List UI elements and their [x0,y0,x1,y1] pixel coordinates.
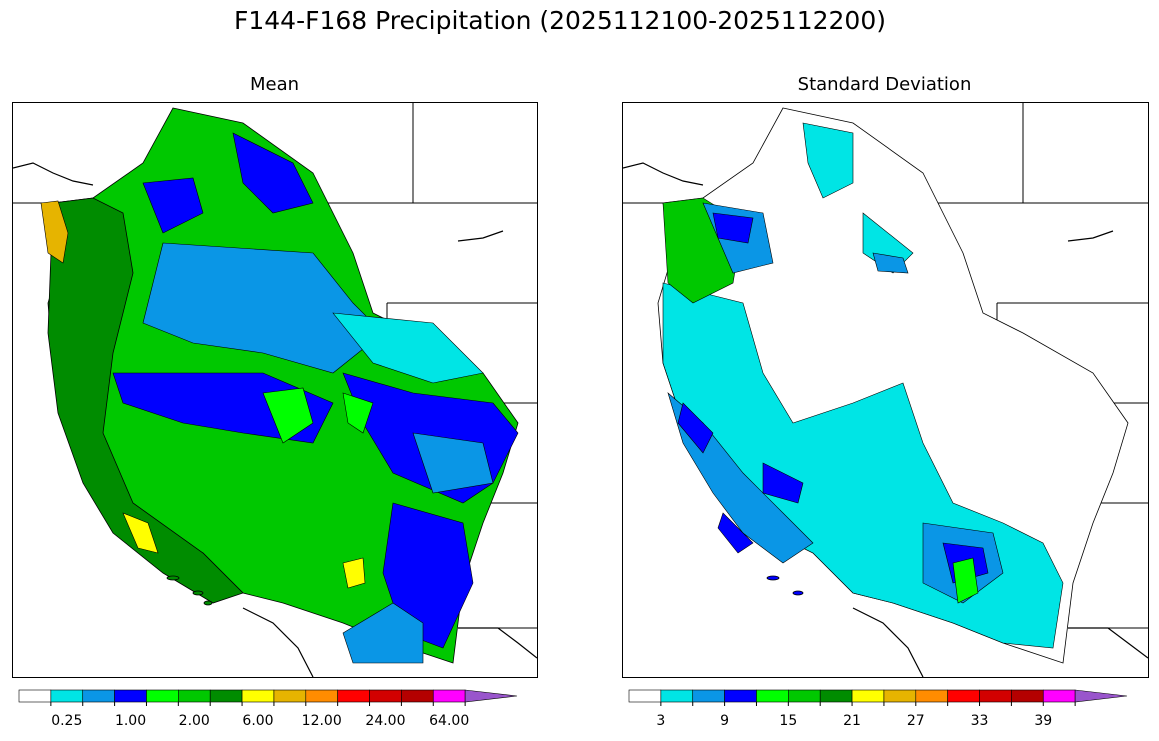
stddev-colorbar-swatch [724,689,757,703]
mean-colorbar-swatch [146,689,179,703]
stddev-colorbar-extend-arrow [1074,689,1128,703]
mean-colorbar-swatch [432,689,466,703]
mean-colorbar-swatch [369,689,402,703]
stddev-colorbar-swatch [883,689,917,703]
stddev-colorbar-swatch [1042,689,1076,703]
stddev-colorbar-swatch [660,689,694,703]
stddev-map [622,102,1149,678]
mean-colorbar-swatch [401,689,434,703]
stddev-colorbar-label: 15 [779,713,797,729]
mean-colorbar-label: 2.00 [179,713,210,729]
figure-title: F144-F168 Precipitation (2025112100-2025… [233,6,886,35]
stddev-colorbar-swatch [947,689,980,703]
stddev-colorbar-swatch [851,689,885,703]
mean-colorbar-label: 64.00 [429,713,469,729]
mean-colorbar-label: 24.00 [365,713,405,729]
stddev-colorbar-swatch [819,689,853,703]
mean-colorbar-extend-arrow [464,689,518,703]
mean-colorbar-swatch [114,689,147,703]
stddev-colorbar-swatch [1011,689,1044,703]
stddev-panel-title: Standard Deviation [797,74,972,95]
stddev-colorbar: 3 9 15 21 27 33 39 [628,689,1128,729]
stddev-colorbar-label: 39 [1034,713,1052,729]
mean-colorbar-swatch [273,689,307,703]
stddev-colorbar-label: 33 [971,713,989,729]
mean-colorbar-swatch [241,689,275,703]
stddev-colorbar-label: 27 [907,713,925,729]
mean-map [12,102,538,678]
mean-colorbar-swatch [178,689,211,703]
stddev-colorbar-swatch [915,689,948,703]
mean-colorbar-label: 6.00 [242,713,273,729]
stddev-map-svg [623,103,1148,677]
stddev-colorbar-swatch [756,689,789,703]
stddev-colorbar-label: 21 [843,713,861,729]
mean-colorbar: 0.25 1.00 2.00 6.00 12.00 24.00 64.00 [18,689,518,729]
stddev-colorbar-swatch [979,689,1012,703]
mean-colorbar-swatch [82,689,115,703]
stddev-colorbar-label: 9 [720,713,729,729]
mean-colorbar-swatch [337,689,370,703]
stddev-colorbar-swatch [788,689,821,703]
mean-map-svg [13,103,537,677]
stddev-colorbar-swatch [692,689,725,703]
mean-colorbar-label: 0.25 [51,713,82,729]
mean-panel-title: Mean [249,74,300,95]
mean-colorbar-swatch [50,689,84,703]
mean-colorbar-swatch [305,689,338,703]
mean-colorbar-swatch [18,689,52,703]
mean-colorbar-swatch [209,689,243,703]
stddev-colorbar-label: 3 [656,713,665,729]
mean-colorbar-label: 12.00 [302,713,342,729]
mean-colorbar-label: 1.00 [115,713,146,729]
stddev-colorbar-swatch [628,689,662,703]
